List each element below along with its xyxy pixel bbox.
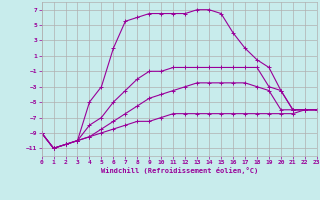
- X-axis label: Windchill (Refroidissement éolien,°C): Windchill (Refroidissement éolien,°C): [100, 167, 258, 174]
